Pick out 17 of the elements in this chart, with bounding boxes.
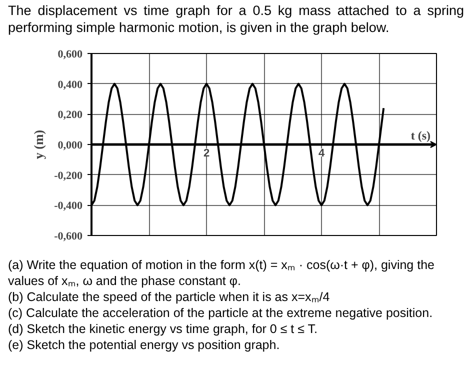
text: (d) Sketch the kinetic energy vs time graph, for 0 ≤ t ≤ T. — [8, 322, 318, 336]
text: (a) Write the equation of motion in the form x(t) = xₘ · cos(ω·t + φ), giving the values of xₘ, ω and the phase constant φ. — [8, 258, 434, 288]
y-axis-title: y (m) — [31, 130, 46, 160]
x-tick-label: 2 — [203, 148, 210, 160]
y-tick-label: -0,600 — [54, 230, 83, 242]
y-tick-label: 0,200 — [58, 109, 83, 122]
y-tick-label: 0,000 — [58, 140, 83, 152]
y-tick-label: 0,400 — [58, 78, 83, 91]
text: (e) Sketch the potential energy vs position graph. — [8, 338, 280, 352]
y-tick-label: 0,600 — [58, 48, 83, 60]
y-tick-label: -0,400 — [54, 200, 83, 212]
x-axis-title: t (s) — [410, 128, 431, 142]
text: (b) Calculate the speed of the particle when it is as x=xₘ/4 — [8, 290, 330, 304]
chart-title: The displacement vs time graph for a 0.5 kg mass attached to a spring performing simple harmonic motion, is given in the graph below. — [8, 2, 464, 36]
text: (c) Calculate the acceleration of the particle at the extreme negative position. — [8, 306, 433, 320]
y-tick-label: -0,200 — [54, 170, 83, 182]
x-tick-label: 4 — [318, 148, 326, 160]
